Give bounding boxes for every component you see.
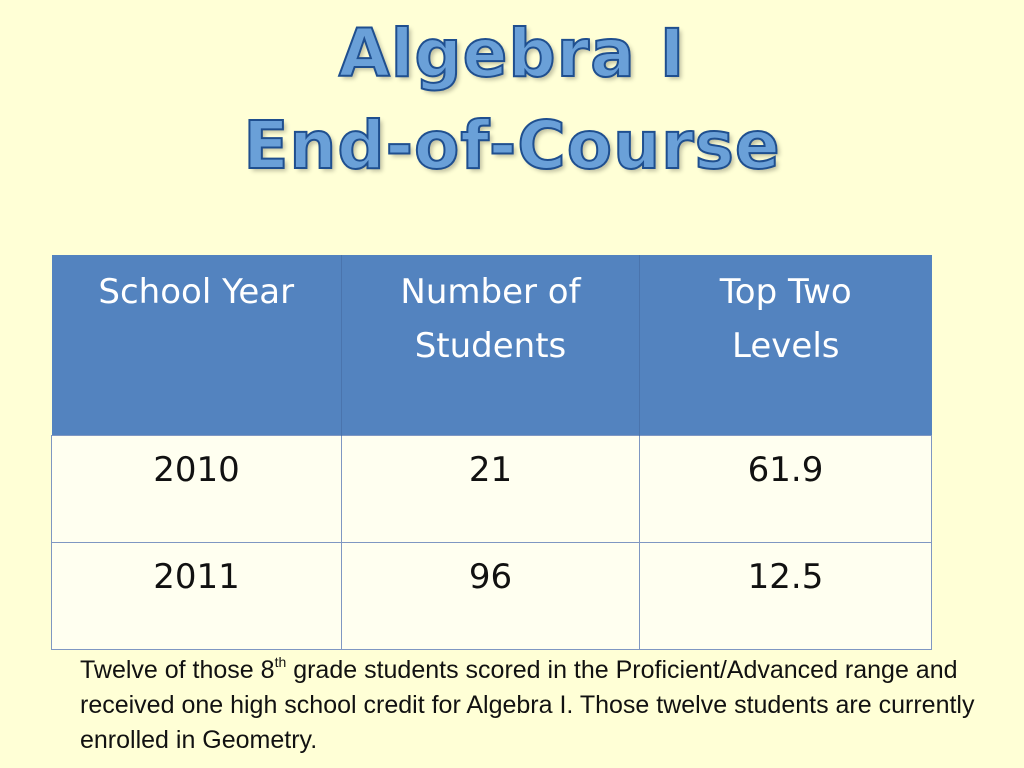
table-row: 2010 21 61.9 [51,435,932,543]
table-row: 2011 96 12.5 [51,542,932,650]
header-label: Top Two [719,272,852,312]
slide-title-line-1: Algebra I [338,14,686,93]
cell-school-year: 2011 [51,542,342,650]
cell-number-of-students: 96 [341,542,640,650]
header-school-year: School Year [51,255,342,436]
header-label: School Year [98,272,295,312]
header-top-two-levels: Top Two Levels [639,255,932,436]
results-table: School Year Number of Students Top Two L… [51,255,932,650]
cell-top-two-levels: 61.9 [639,435,932,543]
caption-superscript: th [274,653,287,670]
cell-top-two-levels: 12.5 [639,542,932,650]
header-label: Number of [400,272,581,312]
header-label: Students [414,326,567,366]
table-header-row: School Year Number of Students Top Two L… [51,255,932,436]
header-label: Levels [732,326,840,366]
cell-school-year: 2010 [51,435,342,543]
cell-number-of-students: 21 [341,435,640,543]
caption-text: Twelve of those 8th grade students score… [80,653,980,758]
caption-part-1: Twelve of those 8 [80,656,275,684]
caption-part-2: grade students scored in the Proficient/… [80,656,975,754]
slide-title-line-2: End-of-Course [242,106,781,185]
header-number-of-students: Number of Students [341,255,640,436]
